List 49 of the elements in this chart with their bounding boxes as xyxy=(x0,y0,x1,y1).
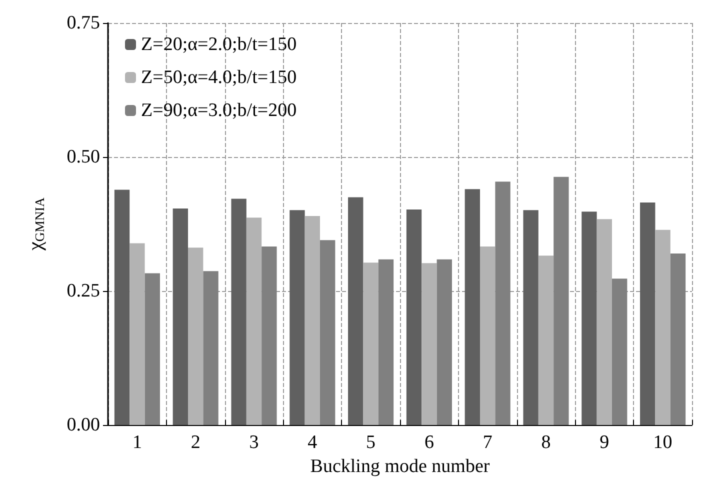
y-tick-label: 0.25 xyxy=(66,280,100,302)
bar xyxy=(246,218,262,425)
bar xyxy=(422,263,437,425)
bar xyxy=(144,273,160,425)
bar xyxy=(348,197,364,425)
bar xyxy=(172,208,188,425)
bar xyxy=(554,176,569,425)
legend-label: Z=20;α=2.0;b/t=150 xyxy=(141,34,297,55)
bar xyxy=(596,219,612,425)
x-tick-label: 9 xyxy=(600,432,610,453)
y-tick-label: 0.00 xyxy=(66,414,100,436)
bar xyxy=(436,259,452,425)
bar xyxy=(640,202,656,425)
bar xyxy=(304,216,320,425)
x-tick-label: 10 xyxy=(653,432,672,453)
bar xyxy=(655,230,670,425)
bar xyxy=(670,253,686,425)
bar xyxy=(464,189,480,425)
bar xyxy=(320,240,336,425)
legend-label: Z=90;α=3.0;b/t=200 xyxy=(141,100,297,121)
y-tick-label: 0.50 xyxy=(66,146,100,168)
bar xyxy=(582,212,597,425)
x-tick-label: 1 xyxy=(132,432,142,453)
x-tick-label: 8 xyxy=(541,432,551,453)
x-tick-label: 3 xyxy=(249,432,259,453)
x-tick-label: 5 xyxy=(366,432,376,453)
bar xyxy=(130,243,145,425)
legend-label: Z=50;α=4.0;b/t=150 xyxy=(141,67,297,88)
bar xyxy=(495,182,510,425)
bar xyxy=(363,262,378,425)
x-tick-label: 6 xyxy=(424,432,434,453)
bar xyxy=(612,278,628,425)
bar xyxy=(406,210,422,425)
bar xyxy=(262,246,277,425)
bar xyxy=(188,248,204,425)
bar xyxy=(203,271,218,425)
bar xyxy=(480,246,496,425)
bar xyxy=(378,259,394,425)
bar xyxy=(538,256,554,425)
y-tick-label: 0.75 xyxy=(66,12,100,34)
x-axis-title: Buckling mode number xyxy=(310,456,490,477)
bar xyxy=(523,210,538,425)
bar xyxy=(290,210,305,425)
x-tick-label: 2 xyxy=(190,432,200,453)
y-axis-title: χGMNIA xyxy=(24,196,47,252)
x-tick-label: 7 xyxy=(482,432,492,453)
x-tick-label: 4 xyxy=(308,432,318,453)
bar xyxy=(231,198,246,425)
bar xyxy=(114,190,130,425)
